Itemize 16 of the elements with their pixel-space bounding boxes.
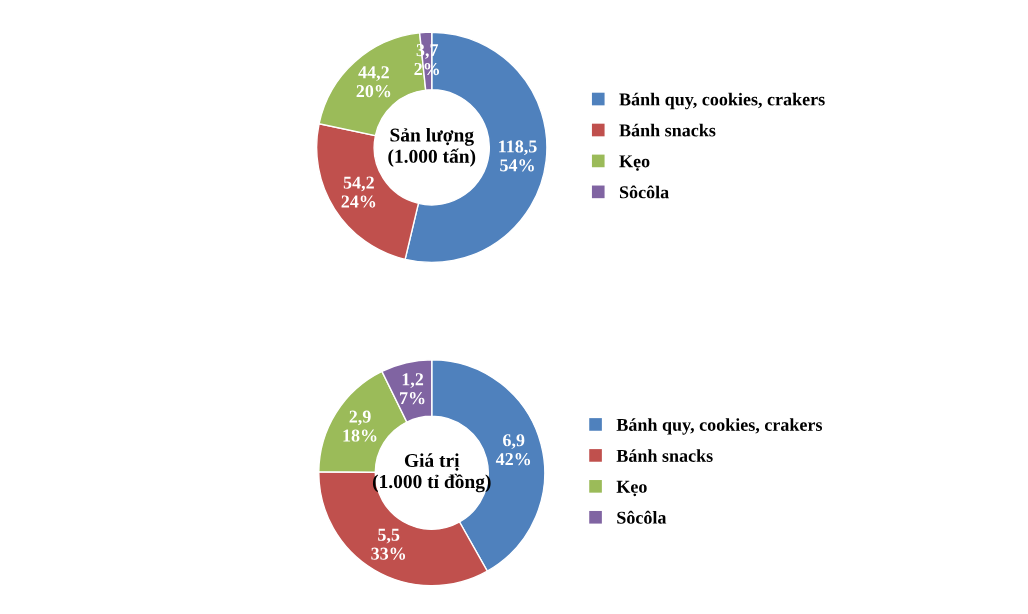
legend-label: Bánh quy, cookies, crakers bbox=[616, 418, 823, 435]
data-label: 118,5 54% bbox=[499, 140, 537, 172]
data-label: 44,2 20% bbox=[356, 66, 391, 98]
data-label: 6,9 42% bbox=[495, 434, 531, 466]
legend-label: Bánh snacks bbox=[616, 449, 713, 462]
legend-label: Bánh quy, cookies, crakers bbox=[619, 92, 825, 110]
legend-label: Kẹo bbox=[616, 480, 647, 497]
legend-label: Kẹo bbox=[619, 155, 650, 171]
legend-label: Sôcôla bbox=[617, 510, 667, 524]
data-label: 54,2 24% bbox=[341, 176, 376, 208]
text: Sản lượng (1.000 tấn) bbox=[388, 127, 476, 167]
data-label: 5,5 33% bbox=[371, 528, 406, 560]
data-label: 2,9 18% bbox=[343, 410, 377, 442]
legend-label: Bánh snacks bbox=[619, 123, 716, 137]
data-label: 1,2 7% bbox=[400, 373, 425, 405]
legend-label: Sôcôla bbox=[619, 185, 669, 199]
